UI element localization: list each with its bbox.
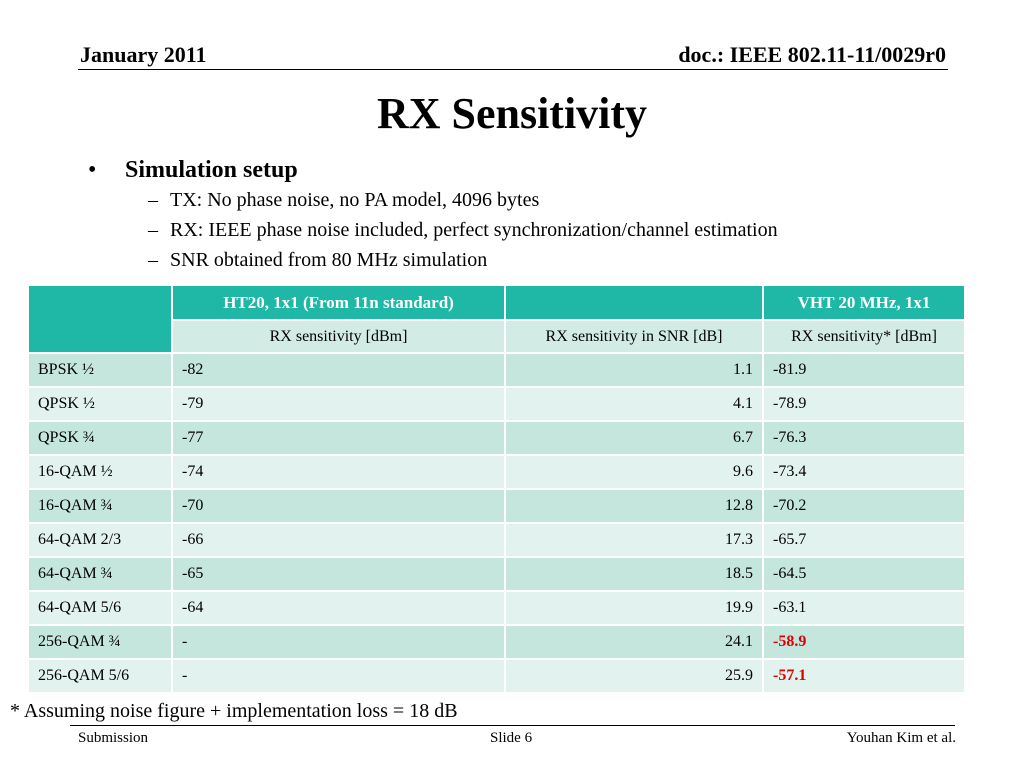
table-row: 16-QAM ¾ -70 12.8 -70.2 xyxy=(27,488,966,524)
cell-vht-sensitivity: -57.1 xyxy=(762,658,966,694)
table-row: BPSK ½ -82 1.1 -81.9 xyxy=(27,352,966,388)
table-row: QPSK ½ -79 4.1 -78.9 xyxy=(27,386,966,422)
cell-mcs: 16-QAM ¾ xyxy=(27,488,173,524)
cell-mcs: 256-QAM 5/6 xyxy=(27,658,173,694)
cell-snr: 18.5 xyxy=(504,556,764,592)
cell-mcs: 16-QAM ½ xyxy=(27,454,173,490)
cell-ht20-sensitivity: -74 xyxy=(171,454,506,490)
cell-snr: 17.3 xyxy=(504,522,764,558)
cell-vht-sensitivity: -65.7 xyxy=(762,522,966,558)
header-date: January 2011 xyxy=(80,42,207,67)
table-header-corner xyxy=(27,284,173,354)
cell-vht-sensitivity: -58.9 xyxy=(762,624,966,660)
cell-vht-sensitivity: -73.4 xyxy=(762,454,966,490)
cell-snr: 1.1 xyxy=(504,352,764,388)
table-header-ht20: HT20, 1x1 (From 11n standard) xyxy=(171,284,506,321)
cell-mcs: 64-QAM 2/3 xyxy=(27,522,173,558)
bullet-dot-icon: • xyxy=(88,157,97,183)
cell-ht20-sensitivity: -64 xyxy=(171,590,506,626)
table-row: 256-QAM ¾ -24.1 -58.9 xyxy=(27,624,966,660)
table-sub-header-row: RX sensitivity [dBm] RX sensitivity in S… xyxy=(28,319,966,354)
sub-bullet-text: TX: No phase noise, no PA model, 4096 by… xyxy=(170,189,540,211)
cell-ht20-sensitivity: -65 xyxy=(171,556,506,592)
rx-sensitivity-table: HT20, 1x1 (From 11n standard) VHT 20 MHz… xyxy=(27,284,966,694)
sub-bullet-text: RX: IEEE phase noise included, perfect s… xyxy=(170,219,778,241)
cell-snr: 19.9 xyxy=(504,590,764,626)
cell-snr: 4.1 xyxy=(504,386,764,422)
cell-mcs: 64-QAM ¾ xyxy=(27,556,173,592)
cell-vht-sensitivity: -78.9 xyxy=(762,386,966,422)
table-group-header-row: HT20, 1x1 (From 11n standard) VHT 20 MHz… xyxy=(27,284,966,354)
table-subheader-snr-db: RX sensitivity in SNR [dB] xyxy=(504,319,764,354)
sub-bullet: – RX: IEEE phase noise included, perfect … xyxy=(148,219,778,242)
cell-mcs: 256-QAM ¾ xyxy=(27,624,173,660)
cell-snr: 12.8 xyxy=(504,488,764,524)
cell-ht20-sensitivity: -66 xyxy=(171,522,506,558)
bullet-heading: • Simulation setup xyxy=(88,157,298,184)
sub-bullet-text: SNR obtained from 80 MHz simulation xyxy=(170,249,488,271)
header-doc-id: doc.: IEEE 802.11-11/0029r0 xyxy=(678,42,946,67)
bullet-heading-text: Simulation setup xyxy=(125,157,298,183)
table-row: 64-QAM ¾ -65 18.5 -64.5 xyxy=(27,556,966,592)
cell-vht-sensitivity: -76.3 xyxy=(762,420,966,456)
cell-vht-sensitivity: -63.1 xyxy=(762,590,966,626)
header-divider xyxy=(78,69,948,70)
sub-bullet: – SNR obtained from 80 MHz simulation xyxy=(148,249,487,272)
cell-vht-sensitivity: -64.5 xyxy=(762,556,966,592)
cell-ht20-sensitivity: - xyxy=(171,624,506,660)
cell-ht20-sensitivity: -77 xyxy=(171,420,506,456)
cell-ht20-sensitivity: -82 xyxy=(171,352,506,388)
cell-ht20-sensitivity: -79 xyxy=(171,386,506,422)
slide-title: RX Sensitivity xyxy=(376,89,648,138)
dash-icon: – xyxy=(148,249,158,271)
cell-ht20-sensitivity: -70 xyxy=(171,488,506,524)
table-row: 64-QAM 5/6 -64 19.9 -63.1 xyxy=(27,590,966,626)
footer-submission: Submission xyxy=(78,730,149,746)
cell-mcs: 64-QAM 5/6 xyxy=(27,590,173,626)
table-row: QPSK ¾ -77 6.7 -76.3 xyxy=(27,420,966,456)
footer-slide-number: Slide 6 xyxy=(490,730,533,746)
sub-bullet: – TX: No phase noise, no PA model, 4096 b… xyxy=(148,189,539,212)
cell-vht-sensitivity: -70.2 xyxy=(762,488,966,524)
cell-mcs: QPSK ¾ xyxy=(27,420,173,456)
cell-mcs: BPSK ½ xyxy=(27,352,173,388)
table-row: 64-QAM 2/3 -66 17.3 -65.7 xyxy=(27,522,966,558)
table-header-vht20: VHT 20 MHz, 1x1 xyxy=(762,284,966,321)
footer-divider xyxy=(70,725,955,726)
cell-snr: 9.6 xyxy=(504,454,764,490)
table-header-blank xyxy=(504,284,764,321)
table-row: 256-QAM 5/6-25.9 -57.1 xyxy=(27,658,966,694)
cell-vht-sensitivity: -81.9 xyxy=(762,352,966,388)
cell-snr: 24.1 xyxy=(504,624,764,660)
footnote: * Assuming noise figure + implementation… xyxy=(10,700,458,722)
cell-snr: 6.7 xyxy=(504,420,764,456)
cell-ht20-sensitivity: - xyxy=(171,658,506,694)
table-row: 16-QAM ½ -74 9.6 -73.4 xyxy=(27,454,966,490)
dash-icon: – xyxy=(148,219,158,241)
table-subheader-ht20-dbm: RX sensitivity [dBm] xyxy=(171,319,506,354)
cell-snr: 25.9 xyxy=(504,658,764,694)
table-subheader-vht-dbm: RX sensitivity* [dBm] xyxy=(762,319,966,354)
footer-author: Youhan Kim et al. xyxy=(846,730,956,746)
dash-icon: – xyxy=(148,189,158,211)
cell-mcs: QPSK ½ xyxy=(27,386,173,422)
